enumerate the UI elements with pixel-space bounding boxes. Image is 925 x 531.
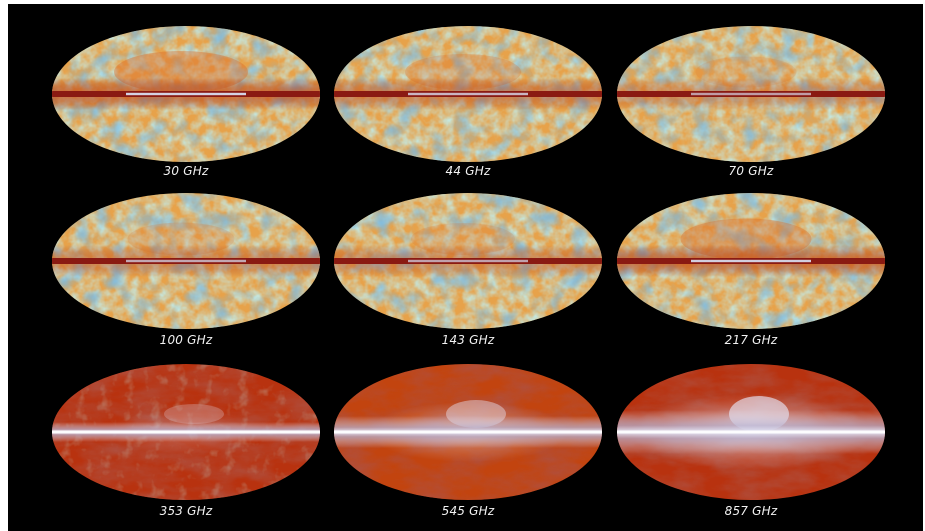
- sky-map-5: [332, 191, 604, 331]
- sky-map-7: [50, 362, 322, 502]
- sky-map-6: [615, 191, 887, 331]
- map-label-1: 30 GHz: [163, 164, 209, 178]
- map-label-9: 857 GHz: [724, 504, 778, 518]
- map-label-2: 44 GHz: [445, 164, 491, 178]
- sky-map-2: [332, 24, 604, 164]
- map-label-7: 353 GHz: [159, 504, 213, 518]
- sky-map-8: [332, 362, 604, 502]
- map-label-3: 70 GHz: [728, 164, 774, 178]
- sky-map-9: [615, 362, 887, 502]
- map-label-8: 545 GHz: [441, 504, 495, 518]
- sky-map-4: [50, 191, 322, 331]
- figure-panel: 30 GHz 44 GHz 70 GHz 100 GHz 143 GHz 217…: [8, 4, 923, 531]
- sky-map-3: [615, 24, 887, 164]
- map-label-5: 143 GHz: [441, 333, 495, 347]
- sky-map-1: [50, 24, 322, 164]
- map-label-6: 217 GHz: [724, 333, 778, 347]
- map-label-4: 100 GHz: [159, 333, 213, 347]
